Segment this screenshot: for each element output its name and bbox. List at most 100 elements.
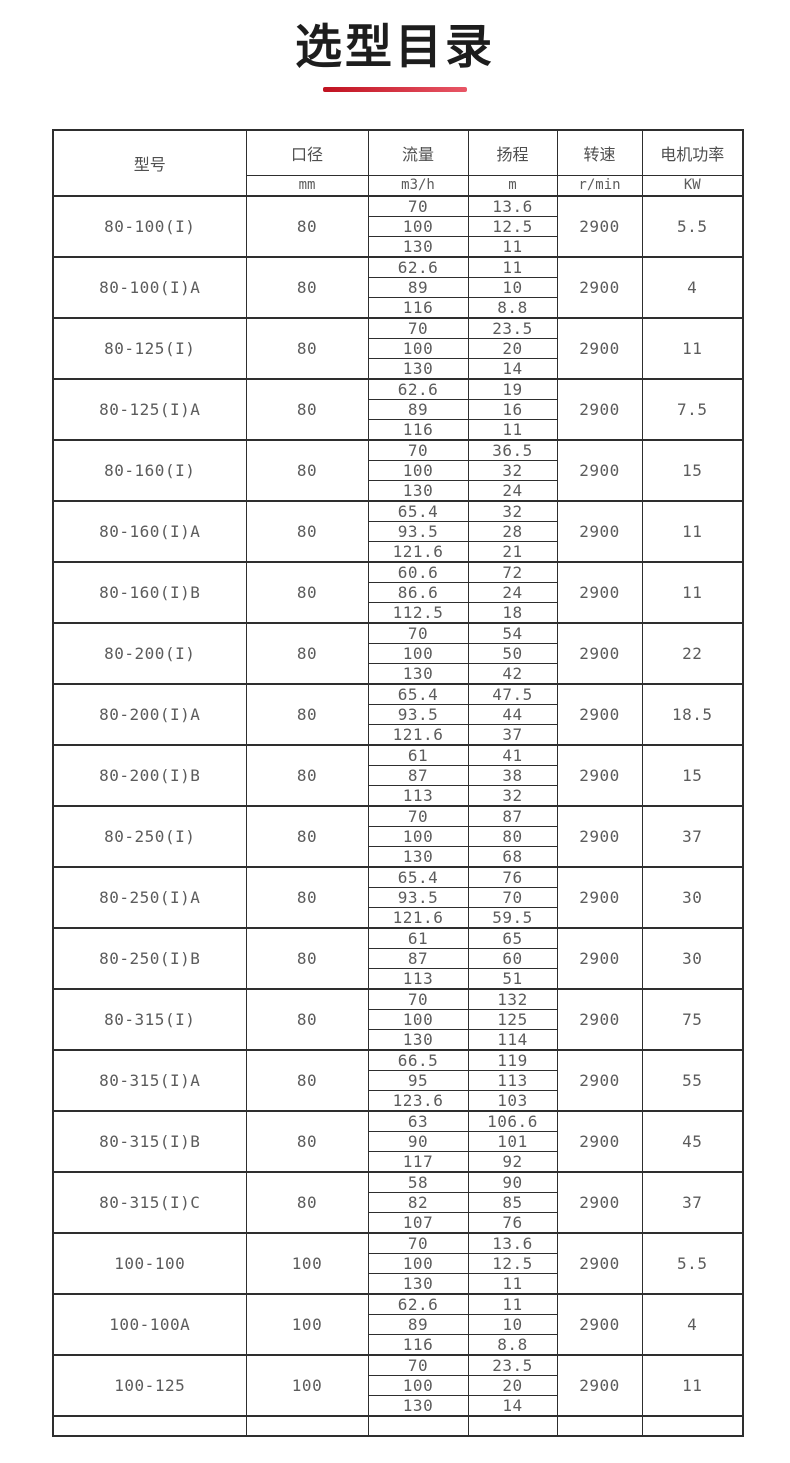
model-cell: 100-100: [52, 1232, 247, 1295]
model-row-group: 80-200(I)A 80 65.4 47.5 2900 18.5 93.5 44 121.6 3…: [52, 683, 744, 746]
table-row-start: 80-200(I)A 80 65.4 47.5 2900 18.5: [52, 683, 744, 746]
diameter-cell: 80: [245, 744, 369, 807]
model-cell: 80-200(I): [52, 622, 247, 685]
head-cell: 24: [467, 582, 558, 603]
diameter-cell: 100: [245, 1354, 369, 1417]
head-cell: 47.5: [467, 683, 558, 705]
head-cell: 106.6: [467, 1110, 558, 1132]
model-row-group: 80-160(I) 80 70 36.5 2900 15 100 32 130 24: [52, 439, 744, 502]
flow-cell: 130: [367, 663, 469, 685]
model-cell: 80-315(I)C: [52, 1171, 247, 1234]
table-row-partial: [52, 1415, 744, 1437]
flow-cell: 130: [367, 236, 469, 258]
table-row-start: 80-315(I)B 80 63 106.6 2900 45: [52, 1110, 744, 1173]
speed-cell: 2900: [556, 561, 643, 624]
model-row-group: 100-125 100 70 23.5 2900 11 100 20 130 14: [52, 1354, 744, 1417]
table-sub-row: 130 24: [53, 480, 743, 502]
power-cell: 37: [641, 1171, 744, 1234]
power-cell: 55: [641, 1049, 744, 1112]
table-sub-row: 116 11: [53, 419, 743, 441]
head-cell: 70: [467, 887, 558, 908]
flow-cell: 93.5: [367, 704, 469, 725]
speed-cell: 2900: [556, 744, 643, 807]
diameter-cell: 80: [245, 439, 369, 502]
head-cell: 51: [467, 968, 558, 990]
head-cell: 37: [467, 724, 558, 746]
flow-cell: 100: [367, 643, 469, 664]
flow-cell: 117: [367, 1151, 469, 1173]
flow-cell: 121.6: [367, 724, 469, 746]
flow-cell: 130: [367, 1395, 469, 1417]
speed-cell: 2900: [556, 683, 643, 746]
flow-cell: 65.4: [367, 683, 469, 705]
flow-cell: 87: [367, 948, 469, 969]
head-cell: 114: [467, 1029, 558, 1051]
model-row-group: 80-315(I) 80 70 132 2900 75 100 125 130 114: [52, 988, 744, 1051]
table-row-start: 100-125 100 70 23.5 2900 11: [52, 1354, 744, 1417]
model-cell: 80-315(I): [52, 988, 247, 1051]
speed-cell: 2900: [556, 1232, 643, 1295]
table-sub-row: 95 113: [53, 1070, 743, 1091]
model-row-group: 100-100A 100 62.6 11 2900 4 89 10 116 8.8: [52, 1293, 744, 1356]
header-flow: 流量: [367, 129, 469, 176]
power-cell: 18.5: [641, 683, 744, 746]
flow-cell: 123.6: [367, 1090, 469, 1112]
diameter-cell: 80: [245, 195, 369, 258]
table-row-start: 100-100A 100 62.6 11 2900 4: [52, 1293, 744, 1356]
table-row-start: 80-250(I)A 80 65.4 76 2900 30: [52, 866, 744, 929]
flow-cell: 100: [367, 1009, 469, 1030]
header-diameter: 口径: [245, 129, 369, 176]
table-sub-row: 93.5 44: [53, 704, 743, 725]
speed-cell: 2900: [556, 1354, 643, 1417]
head-cell: [467, 1415, 558, 1437]
flow-cell: 62.6: [367, 256, 469, 278]
header-row-titles: 型号 口径 流量 扬程 转速 电机功率: [52, 129, 744, 197]
table-sub-row: 100 125: [53, 1009, 743, 1030]
power-cell: 75: [641, 988, 744, 1051]
speed-cell: 2900: [556, 439, 643, 502]
page-title: 选型目录: [295, 20, 495, 75]
table-row-start: 80-315(I)C 80 58 90 2900 37: [52, 1171, 744, 1234]
head-cell: 13.6: [467, 1232, 558, 1254]
table-sub-row: 100 20: [53, 1375, 743, 1396]
table-sub-row: 82 85: [53, 1192, 743, 1213]
model-cell: 80-160(I)A: [52, 500, 247, 563]
head-cell: 8.8: [467, 1334, 558, 1356]
flow-cell: [367, 1415, 469, 1437]
table-sub-row: 117 92: [53, 1151, 743, 1173]
table-row-start: 80-125(I) 80 70 23.5 2900 11: [52, 317, 744, 380]
flow-cell: 112.5: [367, 602, 469, 624]
head-cell: 103: [467, 1090, 558, 1112]
diameter-cell: 80: [245, 1171, 369, 1234]
table-row-start: 80-160(I) 80 70 36.5 2900 15: [52, 439, 744, 502]
model-row-group: 80-125(I) 80 70 23.5 2900 11 100 20 130 14: [52, 317, 744, 380]
flow-cell: 70: [367, 1232, 469, 1254]
table-sub-row: 130 14: [53, 358, 743, 380]
diameter-cell: 80: [245, 500, 369, 563]
head-cell: 11: [467, 256, 558, 278]
speed-cell: 2900: [556, 805, 643, 868]
flow-cell: 130: [367, 1273, 469, 1295]
table-row-start: 80-125(I)A 80 62.6 19 2900 7.5: [52, 378, 744, 441]
power-cell: 15: [641, 439, 744, 502]
model-cell: 100-100A: [52, 1293, 247, 1356]
unit-power: KW: [641, 174, 744, 197]
head-cell: 23.5: [467, 317, 558, 339]
table-sub-row: 130 11: [53, 1273, 743, 1295]
speed-cell: 2900: [556, 500, 643, 563]
flow-cell: 100: [367, 826, 469, 847]
unit-speed: r/min: [556, 174, 643, 197]
power-cell: 15: [641, 744, 744, 807]
flow-cell: 63: [367, 1110, 469, 1132]
table-row-start: 80-250(I) 80 70 87 2900 37: [52, 805, 744, 868]
head-cell: 44: [467, 704, 558, 725]
head-cell: 125: [467, 1009, 558, 1030]
table-sub-row: 89 10: [53, 1314, 743, 1335]
head-cell: 80: [467, 826, 558, 847]
power-cell: 5.5: [641, 1232, 744, 1295]
table-sub-row: 90 101: [53, 1131, 743, 1152]
flow-cell: 87: [367, 765, 469, 786]
selection-table-wrap: 型号 口径 流量 扬程 转速 电机功率 mm m3/h m r/min KW 8…: [52, 129, 744, 1437]
flow-cell: 62.6: [367, 1293, 469, 1315]
table-sub-row: 100 32: [53, 460, 743, 481]
